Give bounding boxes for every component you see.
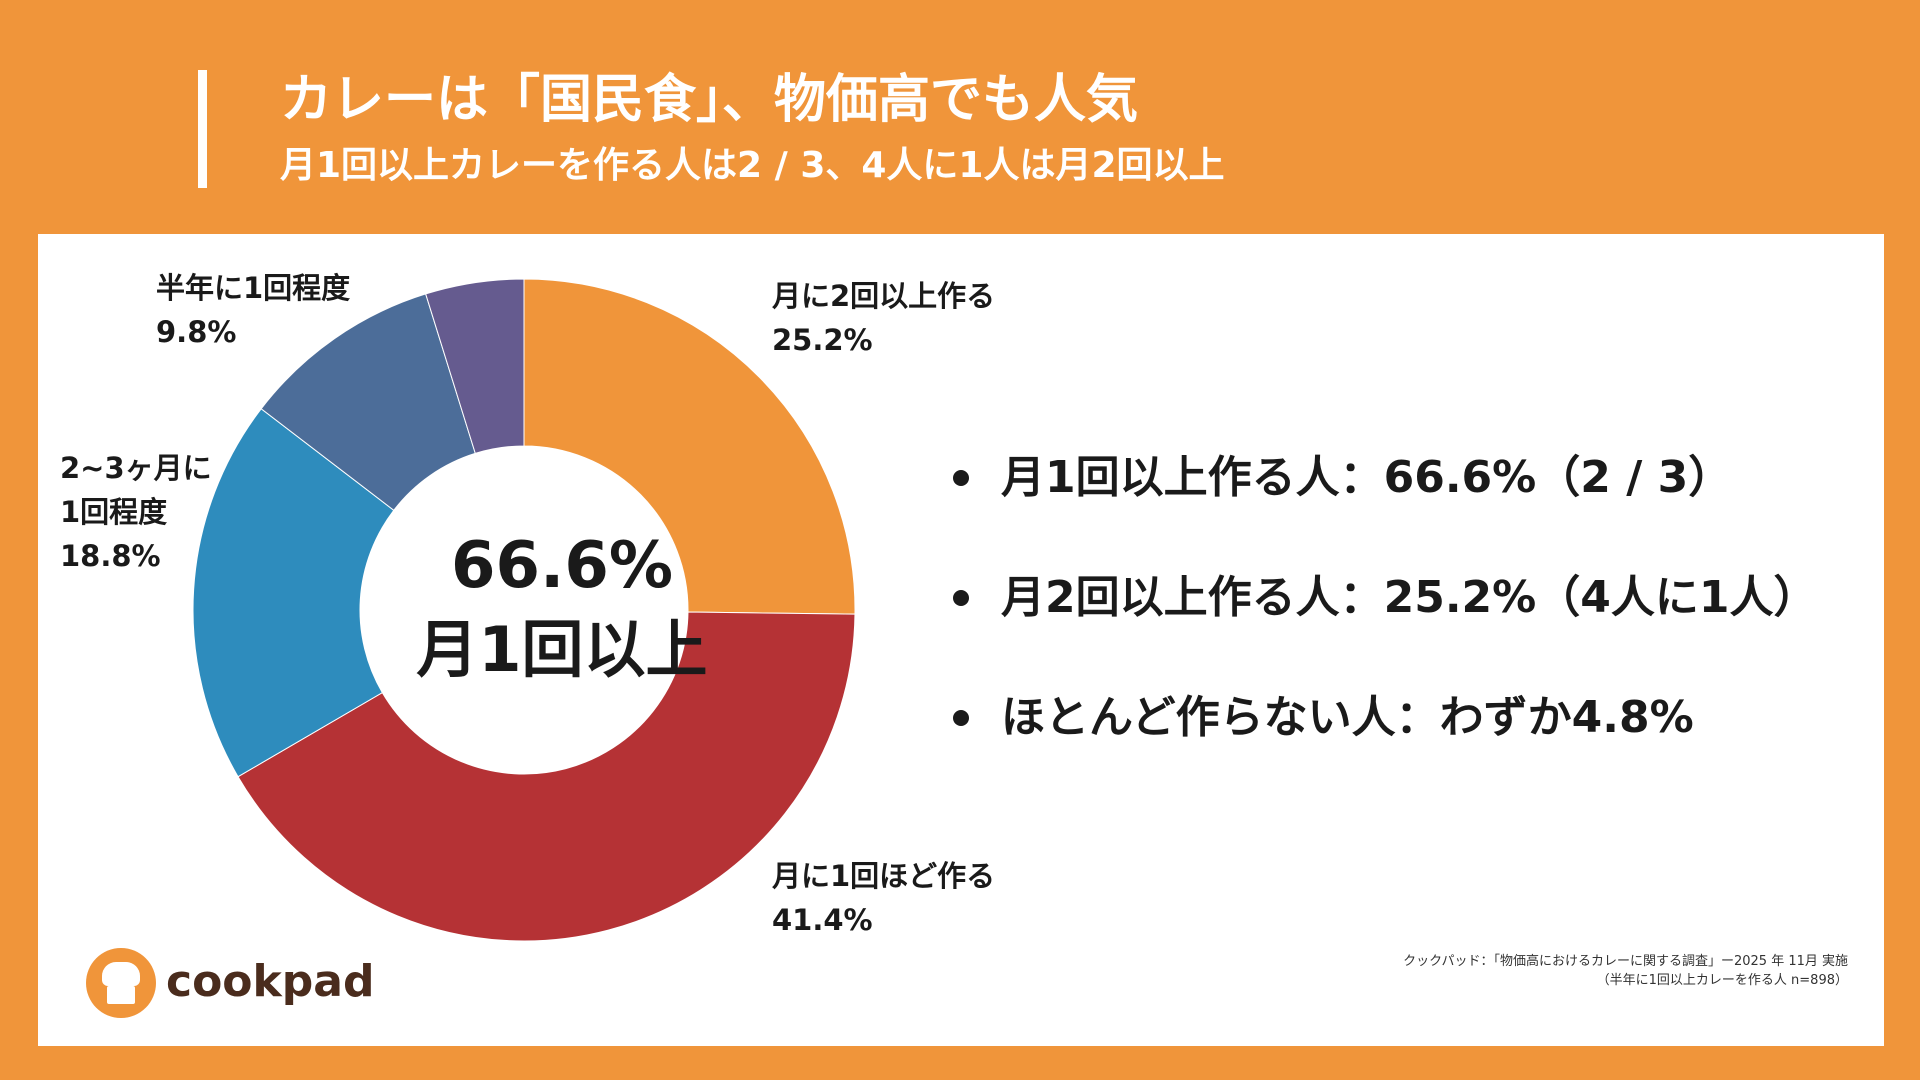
logo-wordmark: cookpad <box>166 956 375 1007</box>
page-title: カレーは「国民食」、物価高でも人気 <box>280 70 1139 130</box>
slice-label-twice-monthly: 月に2回以上作る 25.2% <box>772 274 995 362</box>
source-line-sample: （半年に1回以上カレーを作る人 n=898） <box>1596 973 1848 988</box>
key-findings-list: 月1回以上作る人：66.6%（2 / 3） 月2回以上作る人：25.2%（4人に… <box>953 448 1818 808</box>
slice-label-value: 9.8% <box>156 315 237 349</box>
source-line-survey: クックパッド：「物価高におけるカレーに関する調査」ー2025 年 11月 実施 <box>1403 954 1848 969</box>
bullet-dot-icon <box>953 470 969 486</box>
key-finding-text: 月2回以上作る人：25.2%（4人に1人） <box>1001 572 1818 623</box>
slice-label-value: 25.2% <box>772 323 873 357</box>
donut-chart <box>192 278 856 942</box>
bullet-dot-icon <box>953 590 969 606</box>
donut-hole <box>360 446 688 774</box>
key-finding-text: ほとんど作らない人：わずか4.8% <box>1001 692 1694 743</box>
slice-label-name: 月に1回ほど作る <box>772 859 996 893</box>
donut-slice-4 <box>425 278 525 455</box>
slice-label-every-2-3-months: 2~3ヶ月に 1回程度 18.8% <box>60 446 212 578</box>
bullet-dot-icon <box>953 710 969 726</box>
slice-label-name: 半年に1回程度 <box>156 271 351 305</box>
slice-label-value: 41.4% <box>772 903 873 937</box>
slice-label-name-line1: 2~3ヶ月に <box>60 451 212 485</box>
donut-center-label: 月1回以上 <box>416 613 708 686</box>
slice-label-once-monthly: 月に1回ほど作る 41.4% <box>772 854 995 942</box>
donut-center-value: 66.6% <box>450 529 674 603</box>
key-finding-text: 月1回以上作る人：66.6%（2 / 3） <box>1001 452 1733 503</box>
slice-label-every-half-year: 半年に1回程度 9.8% <box>156 266 350 354</box>
key-finding-item: ほとんど作らない人：わずか4.8% <box>953 688 1818 808</box>
title-accent-bar <box>198 70 207 188</box>
slice-label-name-line2: 1回程度 <box>60 495 168 529</box>
page-subtitle: 月1回以上カレーを作る人は2 / 3、4人に1人は月2回以上 <box>280 145 1225 186</box>
source-note: クックパッド：「物価高におけるカレーに関する調査」ー2025 年 11月 実施 … <box>1403 952 1848 990</box>
key-finding-item: 月2回以上作る人：25.2%（4人に1人） <box>953 568 1818 688</box>
chart-card: 66.6% 月1回以上 月に2回以上作る 25.2% 月に1回ほど作る 41.4… <box>38 234 1884 1046</box>
chef-hat-icon <box>86 948 156 1018</box>
key-finding-item: 月1回以上作る人：66.6%（2 / 3） <box>953 448 1818 568</box>
slice-label-value: 18.8% <box>60 539 161 573</box>
slice-label-name: 月に2回以上作る <box>772 279 996 313</box>
cookpad-logo: cookpad <box>86 948 406 1018</box>
